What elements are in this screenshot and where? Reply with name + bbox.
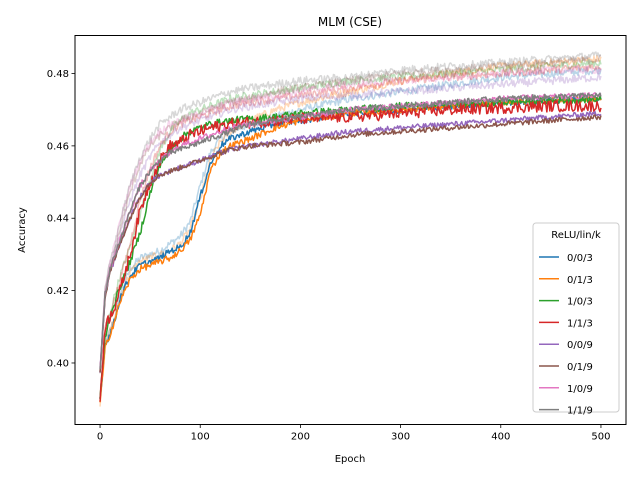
- axes-frame: [74, 35, 627, 425]
- faint-series-line-3: [99, 58, 602, 399]
- y-tick-label: 0.40: [47, 358, 69, 369]
- x-axis: 0 100 200 300 400 500: [97, 424, 611, 443]
- series-line-1-1-9: [99, 92, 602, 370]
- x-axis-label: Epoch: [335, 454, 366, 465]
- legend-label: 1/0/3: [567, 297, 593, 308]
- y-axis-label: Accuracy: [17, 207, 28, 253]
- faint-series-line-8: [99, 51, 602, 372]
- x-tick-label: 300: [391, 432, 410, 443]
- series-line-0-0-9: [99, 110, 602, 373]
- legend-label: 0/1/3: [567, 275, 593, 286]
- plot-area: [99, 51, 602, 407]
- y-tick-label: 0.42: [47, 286, 69, 297]
- legend: ReLU/lin/k 0/0/3 0/1/3 1/0/3 1/1/3 0/0/9 0/1/…: [532, 222, 620, 417]
- legend-items: 0/0/3 0/1/3 1/0/3 1/1/3 0/0/9 0/1/9 1/0/9 1/1/9: [539, 253, 593, 417]
- x-tick-label: 400: [491, 432, 510, 443]
- y-tick-label: 0.46: [47, 141, 69, 152]
- faint-series-line-2: [99, 55, 602, 407]
- y-tick-label: 0.48: [47, 69, 69, 80]
- legend-label: 1/1/9: [567, 406, 593, 417]
- faint-series-line-6: [99, 54, 601, 374]
- legend-title: ReLU/lin/k: [551, 230, 601, 241]
- faint-series-line-1: [99, 66, 602, 399]
- x-tick-label: 0: [97, 432, 103, 443]
- series-line-1-0-9: [99, 92, 602, 368]
- legend-label: 1/1/3: [567, 318, 593, 329]
- legend-label: 0/0/9: [567, 340, 593, 351]
- faint-series-line-7: [99, 65, 602, 370]
- x-tick-label: 500: [591, 432, 610, 443]
- legend-box: [532, 222, 620, 413]
- legend-label: 1/0/9: [567, 384, 593, 395]
- series-line-1-1-3: [99, 99, 602, 402]
- faint-series-line-4: [99, 64, 602, 399]
- chart-title: MLM (CSE): [318, 15, 382, 29]
- y-tick-label: 0.44: [47, 214, 69, 225]
- series-line-0-1-9: [99, 114, 602, 373]
- faint-series-line-5: [99, 72, 602, 368]
- legend-label: 0/1/9: [567, 362, 593, 373]
- x-tick-label: 200: [291, 432, 310, 443]
- x-tick-label: 100: [191, 432, 210, 443]
- y-axis: 0.40 0.42 0.44 0.46 0.48: [47, 69, 75, 369]
- legend-label: 0/0/3: [567, 253, 593, 264]
